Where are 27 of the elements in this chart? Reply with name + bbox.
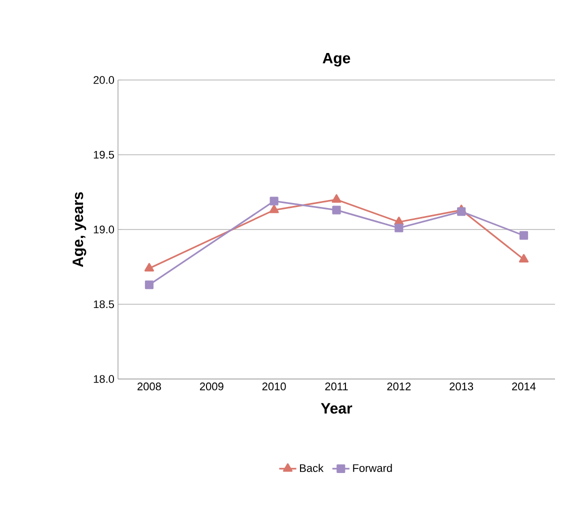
point — [394, 224, 404, 232]
x-tick-label: 2013 — [450, 382, 474, 390]
point — [270, 196, 278, 206]
legend-label: Back — [300, 464, 324, 472]
y-axis-title: Age, years — [72, 192, 86, 268]
point — [144, 262, 154, 272]
point — [269, 204, 279, 214]
y-tick-label: 19.0 — [94, 226, 114, 234]
point — [519, 231, 528, 240]
y-tick-label: 19.5 — [94, 150, 114, 159]
x-tick-label: 2011 — [325, 382, 348, 390]
point — [332, 194, 342, 203]
x-tick-label: 2009 — [200, 382, 224, 390]
point — [519, 254, 529, 262]
y-tick-label: 18.0 — [94, 375, 114, 383]
x-tick-label: 2012 — [387, 382, 411, 390]
point — [457, 207, 466, 216]
y-tick-label: 20.0 — [94, 76, 114, 84]
point — [144, 280, 154, 290]
legend-label: Forward — [353, 464, 392, 472]
y-tick-label: 18.5 — [94, 300, 114, 308]
x-axis-title: Year — [320, 403, 352, 414]
chart-title: Age — [322, 52, 350, 66]
x-tick-label: 2010 — [262, 382, 286, 390]
point — [332, 206, 341, 214]
x-tick-label: 2008 — [138, 382, 161, 390]
x-tick-label: 2014 — [512, 382, 536, 390]
